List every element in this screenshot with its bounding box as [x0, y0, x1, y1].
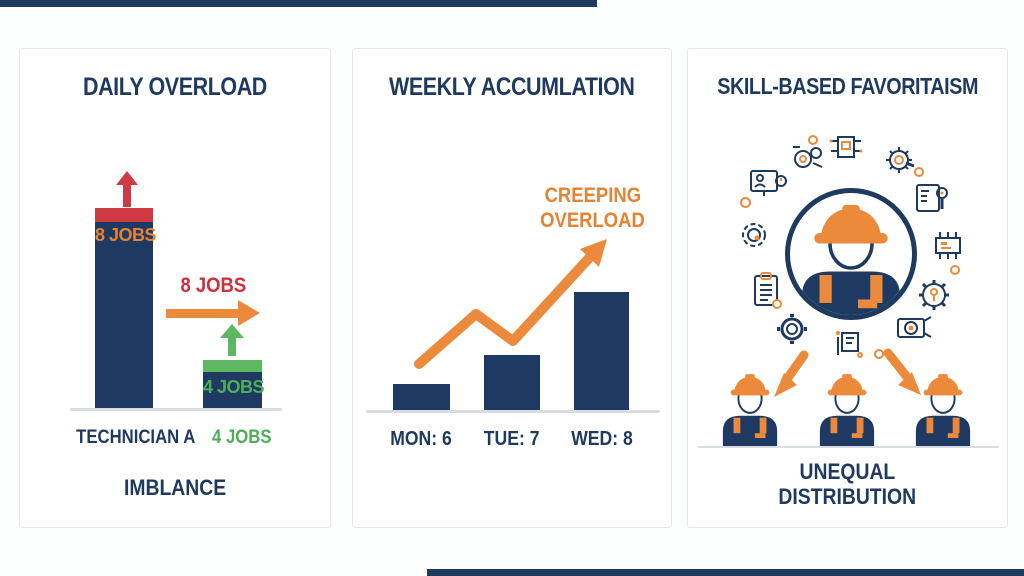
accent-dot — [772, 299, 782, 309]
weekly-accumulation-title: WEEKLY ACCUMLATION — [389, 73, 635, 101]
wed-label: WED: 8 — [571, 428, 633, 450]
wed-bar — [574, 292, 629, 411]
accent-dot — [950, 265, 960, 275]
technician-1-icon — [722, 374, 778, 447]
technician-3-icon — [915, 374, 971, 447]
small-increase-arrow-icon — [220, 324, 244, 356]
daily-overload-title: DAILY OVERLOAD — [83, 73, 267, 101]
transfer-jobs-label: 8 JOBS — [180, 274, 246, 297]
mon-label: MON: 6 — [390, 428, 452, 450]
accent-dot — [808, 135, 818, 145]
mon-bar — [393, 384, 450, 411]
technician-a-bar: 8 JOBS — [95, 208, 157, 410]
technician-card-icon — [750, 170, 787, 196]
light-load-cap — [203, 360, 262, 372]
technician-2-icon — [819, 374, 875, 447]
technician-b-bar: 4 JOBS — [203, 360, 265, 410]
accent-dot — [740, 197, 751, 208]
panel-skill-favoritism: SKILL-BASED FAVORITAISM — [687, 48, 1008, 528]
gear-keyhole-icon — [919, 280, 949, 310]
rising-trend-arrow-icon — [414, 239, 607, 369]
gear-search-icon — [886, 147, 915, 173]
creeping-overload-annotation: CREEPING OVERLOAD — [540, 184, 646, 232]
clipboard-icon — [754, 272, 778, 306]
chart-baseline — [70, 408, 282, 411]
inspection-tool-icon — [897, 316, 932, 338]
transfer-arrow-icon — [166, 300, 260, 326]
circuit-chip-icon — [829, 136, 863, 158]
imbalance-caption: IMBLANCE — [123, 475, 227, 500]
increase-arrow-icon — [116, 171, 138, 207]
workers-baseline — [698, 446, 999, 448]
panel-daily-overload: DAILY OVERLOAD 8 JOBS 8 JOBS 4 JOBS TE — [19, 48, 331, 528]
tue-label: TUE: 7 — [484, 428, 540, 450]
unequal-distribution-caption: UNEQUAL DISTRIBUTION — [778, 459, 917, 509]
technician-a-label: TECHNICIAN A — [76, 427, 196, 448]
top-accent-bar — [0, 0, 597, 7]
four-jobs-label: 4 JOBS — [212, 427, 272, 448]
tall-bar-value: 8 JOBS — [95, 225, 157, 245]
microchip-icon — [935, 232, 961, 259]
machine-gears-icon — [793, 146, 823, 168]
panel-weekly-accumulation: WEEKLY ACCUMLATION CREEPING OVERLOAD MON… — [352, 48, 672, 528]
ring-gear-icon — [777, 314, 807, 344]
schematic-doc-icon — [836, 331, 863, 358]
document-wrench-icon — [916, 184, 948, 212]
short-bar-value: 4 JOBS — [203, 377, 265, 397]
overload-cap — [95, 208, 153, 222]
tue-bar — [484, 355, 540, 411]
cog-icon — [742, 223, 766, 247]
chart-baseline — [366, 410, 660, 413]
bottom-accent-bar — [427, 569, 1024, 576]
assignment-arrows-icon — [774, 348, 921, 397]
worker-icon — [802, 205, 900, 315]
accent-dot — [874, 349, 884, 359]
accent-dot — [914, 167, 924, 177]
skill-favoritism-title: SKILL-BASED FAVORITAISM — [717, 73, 978, 99]
favored-technician-avatar — [785, 188, 917, 320]
